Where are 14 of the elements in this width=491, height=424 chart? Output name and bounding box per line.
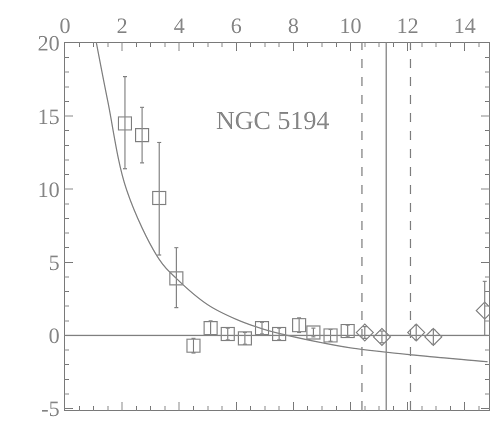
x-tick-label: 6 [230,13,242,38]
x-tick-label: 12 [396,13,419,38]
x-tick-label: 10 [340,13,362,38]
x-tick-label: 8 [288,13,299,38]
x-tick-label: 4 [174,13,185,38]
y-tick-label: 20 [38,30,60,56]
x-tick-label: 2 [116,13,128,38]
y-tick-label: -5 [41,396,60,422]
x-tick-label: 14 [454,13,476,38]
y-tick-label: 0 [48,323,60,348]
y-tick-label: 10 [38,176,60,202]
y-tick-label: 15 [38,104,60,129]
annotation: NGC 5194 [216,106,330,135]
y-tick-label: 5 [48,250,60,276]
